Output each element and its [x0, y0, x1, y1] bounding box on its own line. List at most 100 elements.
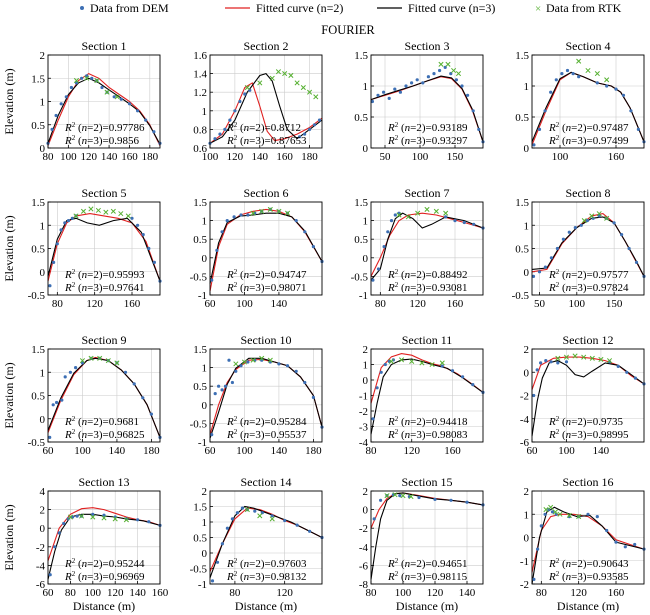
- rtk-point: [79, 513, 85, 519]
- dem-point: [223, 127, 227, 131]
- y-tick-label: 0: [40, 143, 46, 155]
- dem-point: [627, 246, 631, 251]
- x-tick-label: 80: [43, 151, 55, 163]
- x-tick-label: 160: [608, 587, 625, 599]
- x-tick-label: 160: [447, 298, 464, 310]
- x-tick-label: 120: [409, 298, 426, 310]
- x-tick-label: 140: [109, 445, 126, 457]
- x-tick-label: 50: [380, 151, 392, 163]
- rtk-point: [294, 80, 300, 86]
- dem-point: [152, 130, 156, 134]
- dem-point: [543, 512, 547, 516]
- y-axis-label-row-2: Elevation (m): [2, 215, 16, 281]
- r2-annotation-n2: R2 (n=2)=0.94747: [226, 268, 307, 281]
- panel-title: Section 3: [405, 39, 450, 53]
- dem-point: [48, 573, 52, 577]
- x-tick-label: 120: [276, 587, 293, 599]
- y-tick-label: -0.5: [190, 271, 208, 283]
- dem-point: [102, 513, 106, 517]
- x-tick-label: 140: [101, 151, 118, 163]
- dem-point: [220, 388, 224, 392]
- x-axis-label-col-1: Distance (m): [73, 599, 135, 613]
- x-tick-label: 80: [375, 298, 387, 310]
- dem-point: [70, 216, 74, 220]
- y-tick-label: -0.5: [190, 564, 208, 576]
- rtk-point: [275, 69, 281, 75]
- rtk-point: [598, 356, 604, 363]
- panel-section-5: Section 5 80 120 160 -0.5 0 0.5 1 1.5 R2 (n=2)=0.…: [28, 186, 162, 310]
- dem-point: [532, 393, 536, 398]
- dem-point: [421, 81, 425, 85]
- dem-point: [228, 118, 232, 122]
- dem-point: [294, 369, 298, 373]
- dem-point: [415, 78, 419, 82]
- dem-point: [311, 395, 315, 399]
- dem-point: [80, 76, 84, 80]
- x-tick-label: 120: [427, 587, 444, 599]
- x-tick-label: 180: [301, 151, 318, 163]
- dem-point: [210, 433, 214, 437]
- dem-point: [240, 506, 244, 510]
- y-tick-label: 1.5: [515, 197, 529, 209]
- plot-area: [371, 491, 483, 584]
- figure-title: FOURIER: [321, 23, 375, 37]
- y-tick-label: 1.5: [31, 73, 45, 85]
- rtk-point: [604, 215, 610, 221]
- dem-point: [544, 359, 548, 363]
- dem-point: [556, 361, 560, 365]
- panel-section-16: Section 16 80 120 160 -2 -1 0 1 2 R2 (n=2)=0.9064…: [520, 475, 646, 599]
- rtk-point: [259, 355, 265, 361]
- dem-point: [465, 500, 469, 504]
- dem-point: [586, 512, 590, 516]
- rtk-point: [606, 358, 613, 364]
- rtk-point: [284, 210, 291, 216]
- panel-section-9: Section 9 60 100 140 180 -0.5 0 0.5 1 1.5 R2 (n=2)…: [28, 333, 162, 457]
- x-tick-label: 100: [395, 587, 412, 599]
- y-tick-label: 0.5: [31, 391, 45, 403]
- fit-curve-n2: [209, 82, 323, 144]
- r2-annotation-n2: R2 (n=2)=0.88492: [387, 268, 467, 281]
- rtk-point: [114, 94, 120, 100]
- dem-point: [567, 230, 571, 234]
- dem-point: [387, 96, 391, 100]
- x-tick-label: 100: [236, 298, 253, 310]
- y-tick-label: -0.5: [28, 290, 46, 302]
- dem-point: [223, 384, 228, 388]
- y-tick-label: 2: [363, 486, 369, 498]
- dem-point: [230, 517, 234, 521]
- dem-point: [433, 497, 437, 501]
- dem-point: [549, 360, 553, 364]
- rtk-point: [581, 354, 587, 360]
- dem-point: [629, 109, 633, 113]
- dem-point: [308, 127, 312, 131]
- x-tick-label: 80: [366, 587, 378, 599]
- y-tick-label: 0: [524, 533, 530, 545]
- dem-point: [440, 364, 444, 368]
- y-tick-label: 0: [363, 505, 369, 517]
- rtk-point: [576, 58, 582, 64]
- dem-point: [379, 498, 383, 502]
- y-tick-label: -0.5: [190, 418, 208, 430]
- rtk-point: [288, 72, 294, 79]
- dem-point: [595, 81, 599, 85]
- y-tick-label: 0.8: [193, 124, 207, 136]
- y-tick-label: 1.5: [31, 197, 45, 209]
- dem-point: [460, 84, 464, 88]
- r2-annotation-n3: R2 (n=3)=0.9856: [64, 134, 139, 147]
- dem-point: [537, 127, 542, 131]
- x-tick-label: 100: [202, 151, 219, 163]
- dem-point: [136, 109, 140, 113]
- dem-point: [119, 97, 123, 101]
- y-tick-label: 1.2: [193, 87, 207, 99]
- r2-annotation-n3: R2 (n=3)=0.97824: [548, 281, 629, 294]
- x-axis-label-col-3: Distance (m): [396, 599, 458, 613]
- dem-point: [220, 230, 224, 234]
- dem-point: [579, 223, 583, 227]
- x-tick-label: 80: [536, 587, 548, 599]
- rtk-point: [267, 206, 273, 212]
- y-tick-label: 1: [202, 363, 208, 375]
- panel-section-13: Section 13 60 80 100 120 140 160 -6 -4 -2 0 2 4 R2 (n…: [36, 475, 169, 599]
- dem-point: [438, 68, 442, 73]
- dem-point: [605, 84, 609, 88]
- x-tick-label: 160: [608, 151, 625, 163]
